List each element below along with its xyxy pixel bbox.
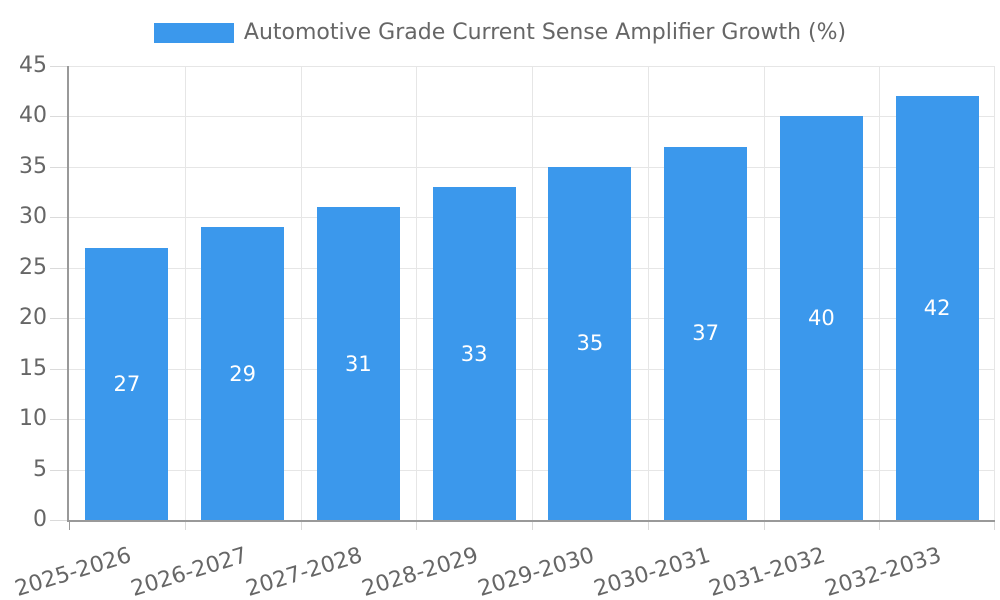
bar-value-label: 42 bbox=[923, 296, 951, 321]
bar-value-label: 27 bbox=[113, 371, 141, 396]
y-axis-tick-mark bbox=[50, 217, 67, 219]
x-axis-tick-label: 2028-2029 bbox=[359, 543, 482, 600]
x-axis-tick-mark bbox=[416, 522, 418, 530]
y-axis-tick-mark bbox=[50, 116, 67, 118]
gridline-vertical bbox=[647, 66, 649, 520]
x-axis-tick-mark bbox=[763, 522, 765, 530]
bar[interactable]: 33 bbox=[432, 187, 516, 520]
legend-swatch bbox=[153, 22, 234, 43]
gridline-vertical bbox=[184, 66, 186, 520]
x-axis-tick-labels: 2025-2026 2026-2027 2027-2028 2028-2029 2029… bbox=[0, 543, 1000, 600]
gridline-vertical bbox=[532, 66, 533, 520]
bar[interactable]: 37 bbox=[664, 146, 748, 520]
x-axis-tick-label: 2029-2030 bbox=[475, 543, 598, 600]
y-axis-tick-mark bbox=[50, 267, 67, 269]
gridline-vertical bbox=[300, 66, 302, 520]
y-axis-tick-mark bbox=[50, 66, 67, 67]
bar[interactable]: 35 bbox=[548, 166, 632, 520]
bar[interactable]: 31 bbox=[316, 207, 400, 520]
x-axis-tick-marks bbox=[67, 522, 995, 530]
gridline-vertical bbox=[879, 66, 881, 520]
y-axis-tick-marks bbox=[50, 66, 67, 522]
y-axis-tick-label: 20 bbox=[19, 305, 47, 331]
x-axis-tick-label: 2026-2027 bbox=[127, 543, 250, 600]
x-axis-tick-label: 2027-2028 bbox=[243, 543, 366, 600]
y-axis-tick-label: 40 bbox=[19, 103, 47, 129]
bar-value-label: 29 bbox=[229, 361, 256, 386]
bar[interactable]: 42 bbox=[895, 96, 979, 520]
x-axis-tick-mark bbox=[879, 522, 881, 530]
gridline-vertical bbox=[763, 66, 765, 520]
bar[interactable]: 29 bbox=[201, 227, 285, 520]
bar-value-label: 31 bbox=[345, 351, 372, 376]
x-axis-tick-mark bbox=[184, 522, 186, 530]
y-axis-tick-mark bbox=[50, 469, 67, 471]
plot-area: 27 29 31 33 35 37 40 42 bbox=[67, 66, 995, 522]
y-axis-tick-labels: 0 5 10 15 20 25 30 35 40 45 bbox=[0, 55, 47, 531]
y-axis-tick-label: 25 bbox=[19, 254, 47, 280]
gridline-vertical bbox=[994, 66, 995, 520]
gridline-vertical bbox=[416, 66, 418, 520]
legend[interactable]: Automotive Grade Current Sense Amplifier… bbox=[0, 20, 1000, 45]
bar-value-label: 33 bbox=[460, 341, 488, 366]
y-axis-tick-mark bbox=[50, 368, 67, 370]
x-axis-tick-mark bbox=[532, 522, 533, 530]
x-axis-tick-label: 2030-2031 bbox=[590, 543, 713, 600]
x-axis-tick-label: 2032-2033 bbox=[822, 543, 945, 600]
y-axis-tick-label: 45 bbox=[19, 53, 47, 78]
y-axis-tick-label: 15 bbox=[19, 355, 47, 381]
y-axis-tick-label: 35 bbox=[19, 153, 47, 179]
y-axis-tick-label: 30 bbox=[19, 204, 47, 230]
bar[interactable]: 40 bbox=[779, 116, 863, 520]
x-axis-tick-mark bbox=[69, 522, 70, 530]
bar[interactable]: 27 bbox=[85, 247, 169, 520]
x-axis-tick-mark bbox=[300, 522, 302, 530]
y-axis-tick-label: 0 bbox=[33, 507, 47, 532]
y-axis-tick-mark bbox=[50, 520, 67, 521]
bar-value-label: 40 bbox=[808, 306, 835, 331]
y-axis-tick-mark bbox=[50, 166, 67, 168]
x-axis-tick-label: 2031-2032 bbox=[706, 543, 829, 600]
y-axis-tick-label: 5 bbox=[33, 456, 47, 482]
y-axis-tick-label: 10 bbox=[19, 406, 47, 432]
legend-label: Automotive Grade Current Sense Amplifier… bbox=[243, 20, 847, 45]
y-axis-tick-mark bbox=[50, 419, 67, 421]
y-axis-tick-mark bbox=[50, 318, 67, 320]
x-axis-tick-mark bbox=[994, 522, 995, 530]
bar-value-label: 35 bbox=[576, 331, 604, 356]
x-axis-tick-label: 2025-2026 bbox=[12, 543, 135, 600]
bar-value-label: 37 bbox=[692, 321, 719, 346]
x-axis-tick-mark bbox=[647, 522, 649, 530]
